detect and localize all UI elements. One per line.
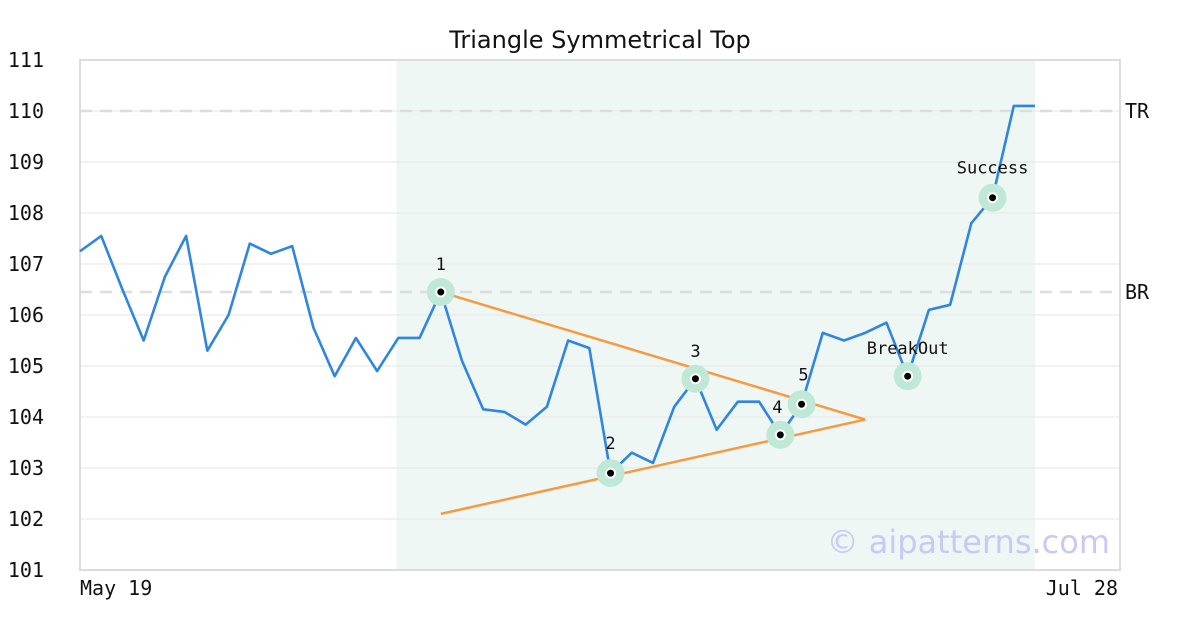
y-tick-label: 106: [8, 303, 44, 327]
y-tick-label: 103: [8, 456, 44, 480]
marker-dot: [904, 372, 912, 380]
y-tick-label: 110: [8, 99, 44, 123]
y-tick-label: 104: [8, 405, 44, 429]
annotation-label: 2: [605, 434, 615, 454]
y-tick-label: 108: [8, 201, 44, 225]
level-label-br: BR: [1125, 280, 1150, 304]
trendline-lower: [440, 418, 866, 516]
level-lines: TR BR: [80, 99, 1150, 304]
plot-frame: [79, 59, 1121, 571]
annotation-label: 1: [436, 255, 446, 275]
marker-dot: [989, 194, 997, 202]
x-tick-label: May 19: [80, 576, 152, 600]
marker-dot: [607, 469, 615, 477]
marker-dot: [798, 400, 806, 408]
watermark: © aipatterns.com: [827, 523, 1110, 561]
level-label-tr: TR: [1125, 99, 1150, 123]
y-axis-ticks: 101 102 103 104 105 106 107 108 109 110 111: [8, 48, 44, 582]
y-tick-label: 107: [8, 252, 44, 276]
marker-dot: [437, 288, 445, 296]
y-tick-label: 111: [8, 48, 44, 72]
marker-dot: [691, 375, 699, 383]
y-tick-label: 102: [8, 507, 44, 531]
price-series-line: [79, 104, 1035, 475]
pattern-markers: 1 2 3 45 BreakOut Success: [426, 159, 1029, 488]
x-tick-label: Jul 28: [1046, 576, 1118, 600]
annotation-label: 4: [772, 398, 782, 418]
y-tick-label: 105: [8, 354, 44, 378]
annotation-label: 3: [690, 342, 700, 362]
annotation-label: Success: [957, 159, 1029, 179]
annotation-label: 5: [798, 365, 808, 385]
chart-title: Triangle Symmetrical Top: [448, 26, 751, 54]
marker-dot: [776, 431, 784, 439]
annotation-label: BreakOut: [867, 339, 949, 359]
y-tick-label: 109: [8, 150, 44, 174]
y-tick-label: 101: [8, 558, 44, 582]
